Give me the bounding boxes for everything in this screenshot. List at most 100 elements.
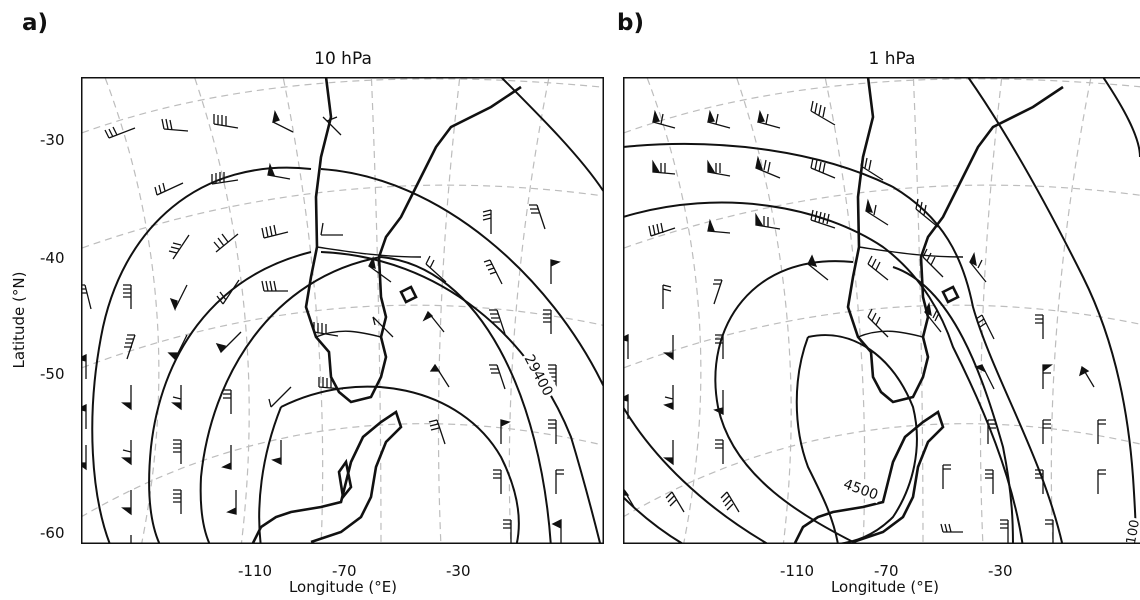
wind-barb	[975, 314, 995, 340]
panel-a-x-axis-label: Longitude (°E)	[288, 578, 398, 596]
wind-barb	[550, 259, 561, 284]
wind-barb	[665, 491, 685, 513]
wind-barb	[623, 487, 635, 508]
wind-barb	[810, 157, 836, 179]
panel-b-map: 4500 100	[623, 77, 1140, 544]
wind-barb	[807, 254, 829, 281]
wind-barb	[372, 316, 394, 338]
wind-barb	[121, 440, 132, 466]
wind-barb	[272, 110, 294, 133]
graticule	[81, 77, 604, 544]
wind-barb	[867, 255, 889, 281]
wind-barb	[130, 535, 132, 544]
wind-barb	[924, 301, 942, 333]
contour-label: 4500	[841, 476, 880, 503]
wind-barb	[215, 331, 242, 354]
wind-barb	[713, 390, 724, 416]
panel-a-frame	[81, 77, 604, 544]
panel-a-letter: a)	[22, 10, 49, 36]
wind-barb	[500, 419, 511, 444]
wind-barb	[161, 118, 189, 132]
wind-barb	[555, 469, 564, 494]
wind-barb	[707, 218, 731, 234]
contour-label-group: 4500	[839, 472, 884, 504]
wind-barb	[168, 234, 190, 260]
wind-barb	[1079, 365, 1095, 388]
wind-barb	[1097, 419, 1106, 444]
wind-barb	[529, 204, 546, 230]
wind-barb	[483, 259, 503, 285]
border-lines	[315, 246, 422, 338]
wind-barb	[322, 116, 342, 136]
wind-barb	[974, 364, 995, 390]
geopotential-contours	[623, 77, 1140, 544]
wind-barb	[715, 439, 724, 464]
wind-barb	[429, 363, 450, 388]
wind-barb	[104, 126, 136, 139]
wind-barb	[267, 162, 291, 180]
wind-barb	[663, 440, 674, 466]
wind-barb	[715, 334, 724, 359]
wind-barb	[268, 386, 292, 408]
wind-barb	[662, 284, 672, 309]
wind-barb	[663, 385, 674, 411]
wind-barb	[173, 439, 182, 464]
wind-barb	[543, 309, 552, 334]
wind-barb	[154, 182, 184, 196]
wind-barb	[173, 489, 182, 514]
wind-barb	[121, 385, 132, 411]
y-axis-label: Latitude (°N)	[10, 271, 28, 369]
wind-barb	[707, 159, 731, 177]
wind-barb	[368, 256, 392, 283]
wind-barb	[213, 233, 239, 253]
lon-tick-label: -110	[238, 562, 273, 580]
wind-barb	[1042, 419, 1051, 444]
contour-label-edge: 100	[1124, 519, 1140, 544]
wind-barb	[1042, 364, 1053, 389]
wind-barb	[121, 490, 132, 516]
wind-barb	[922, 248, 944, 278]
graticule	[623, 77, 1140, 544]
wind-barb	[313, 322, 339, 337]
wind-barb	[1097, 469, 1106, 494]
wind-barb	[124, 334, 136, 360]
wind-barb	[985, 469, 994, 494]
lon-tick-label: -70	[874, 562, 899, 580]
panel-a-map: 29400	[81, 77, 604, 544]
wind-barbs	[81, 110, 564, 544]
wind-barb	[226, 490, 237, 515]
wind-barb	[548, 419, 557, 444]
lat-tick-label: -50	[40, 365, 65, 383]
wind-barb	[167, 334, 188, 361]
wind-barb	[969, 251, 987, 283]
wind-barb	[171, 385, 182, 411]
wind-barb	[755, 212, 781, 230]
wind-barb	[810, 100, 836, 126]
wind-barb	[320, 222, 343, 236]
panel-a-title: 10 hPa	[314, 49, 372, 69]
panel-b-title: 1 hPa	[868, 49, 916, 69]
wind-barb	[493, 469, 502, 494]
wind-barb	[261, 280, 288, 292]
wind-barb	[652, 159, 676, 175]
wind-barb	[223, 389, 232, 414]
wind-barb	[940, 523, 963, 533]
wind-barb	[648, 222, 676, 237]
wind-barb	[757, 109, 781, 129]
lon-tick-label: -30	[446, 562, 471, 580]
wind-barb	[482, 209, 492, 234]
wind-barb	[213, 114, 239, 129]
wind-barb	[211, 172, 239, 185]
wind-barb	[318, 377, 344, 390]
wind-barb	[428, 419, 446, 445]
wind-barb	[503, 519, 512, 544]
wind-barb	[422, 310, 445, 333]
wind-barb	[663, 335, 674, 361]
wind-barb	[548, 364, 557, 389]
wind-barb	[1035, 314, 1044, 339]
wind-barb	[221, 445, 232, 470]
wind-barb	[1035, 469, 1044, 494]
wind-barb	[1000, 519, 1009, 544]
wind-barb	[216, 279, 240, 305]
wind-barb	[867, 308, 889, 338]
